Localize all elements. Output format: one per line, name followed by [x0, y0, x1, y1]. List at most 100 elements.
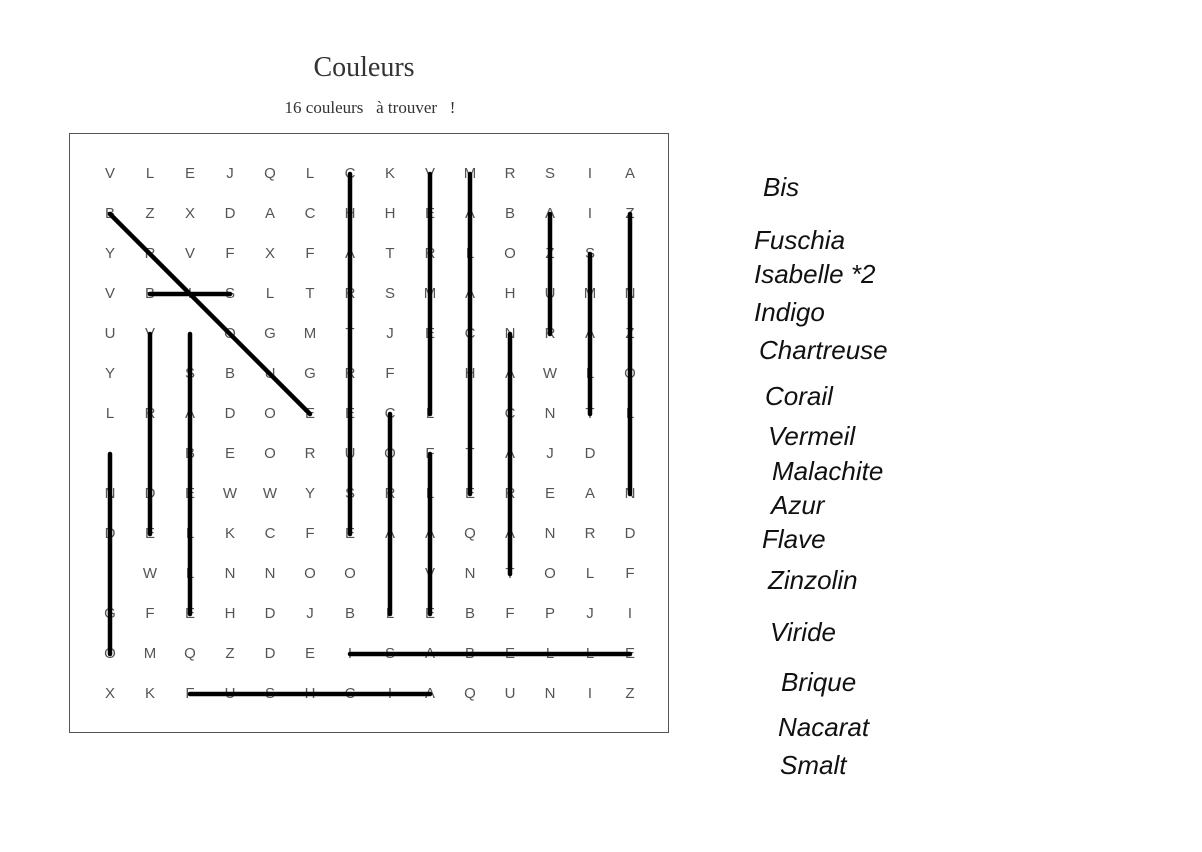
grid-cell[interactable]: R: [344, 285, 356, 302]
grid-cell[interactable]: V: [104, 165, 115, 182]
grid-cell[interactable]: S: [584, 245, 595, 262]
grid-cell[interactable]: K: [224, 525, 235, 542]
grid-cell[interactable]: R: [344, 365, 356, 382]
grid-cell[interactable]: [90, 434, 130, 474]
grid-cell[interactable]: E: [424, 205, 435, 222]
grid-cell[interactable]: T: [305, 285, 315, 302]
grid-cell[interactable]: D: [224, 205, 236, 222]
grid-cell[interactable]: X: [264, 245, 275, 262]
grid-cell[interactable]: J: [586, 605, 594, 622]
grid-cell[interactable]: Z: [625, 205, 635, 222]
grid-cell[interactable]: A: [264, 205, 275, 222]
grid-cell[interactable]: O: [544, 565, 556, 582]
grid-cell[interactable]: Z: [625, 325, 635, 342]
grid-cell[interactable]: N: [544, 685, 556, 702]
grid-cell[interactable]: L: [585, 645, 595, 662]
grid-cell[interactable]: E: [224, 445, 235, 462]
grid-cell[interactable]: I: [387, 565, 393, 582]
grid-cell[interactable]: F: [305, 245, 315, 262]
grid-cell[interactable]: Y: [104, 365, 115, 382]
grid-cell[interactable]: S: [384, 285, 395, 302]
grid-cell[interactable]: A: [464, 285, 475, 302]
grid-cell[interactable]: O: [264, 445, 276, 462]
grid-cell[interactable]: E: [424, 325, 435, 342]
grid-cell[interactable]: T: [345, 325, 355, 342]
grid-cell[interactable]: D: [144, 485, 156, 502]
grid-cell[interactable]: M: [583, 285, 597, 302]
grid-cell[interactable]: H: [384, 205, 396, 222]
grid-cell[interactable]: Q: [464, 525, 476, 542]
grid-cell[interactable]: P: [544, 605, 555, 622]
grid-cell[interactable]: V: [424, 165, 435, 182]
grid-cell[interactable]: X: [184, 205, 195, 222]
grid-cell[interactable]: A: [344, 245, 355, 262]
grid-cell[interactable]: F: [225, 245, 235, 262]
grid-cell[interactable]: L: [585, 365, 595, 382]
grid-cell[interactable]: L: [105, 405, 115, 422]
grid-cell[interactable]: B: [464, 605, 475, 622]
grid-cell[interactable]: R: [384, 485, 396, 502]
word-search-board[interactable]: V L E J Q L C K V M R S I A B Z X D A C H H E A B A I Z Y R V F X F A T R L O Z…: [69, 133, 669, 733]
grid-cell[interactable]: G: [104, 605, 116, 622]
grid-cell[interactable]: D: [224, 405, 236, 422]
grid-cell[interactable]: B: [224, 365, 235, 382]
grid-cell[interactable]: [130, 354, 170, 394]
grid-cell[interactable]: R: [144, 245, 156, 262]
grid-cell[interactable]: E: [424, 605, 435, 622]
grid-cell[interactable]: L: [545, 645, 555, 662]
grid-cell[interactable]: O: [344, 565, 356, 582]
grid-cell[interactable]: I: [627, 605, 633, 622]
grid-cell[interactable]: H: [344, 205, 356, 222]
grid-cell[interactable]: S: [184, 365, 195, 382]
grid-cell[interactable]: V: [104, 285, 115, 302]
grid-cell[interactable]: V: [184, 245, 195, 262]
grid-cell[interactable]: C: [344, 685, 356, 702]
grid-cell[interactable]: E: [624, 645, 635, 662]
grid-cell[interactable]: K: [384, 165, 395, 182]
grid-cell[interactable]: Z: [545, 245, 555, 262]
grid-cell[interactable]: A: [424, 685, 435, 702]
grid-cell[interactable]: Z: [225, 645, 235, 662]
grid-cell[interactable]: L: [625, 405, 635, 422]
grid-cell[interactable]: Q: [264, 165, 276, 182]
grid-cell[interactable]: M: [423, 285, 437, 302]
grid-cell[interactable]: A: [504, 445, 515, 462]
grid-cell[interactable]: L: [145, 165, 155, 182]
grid-cell[interactable]: I: [387, 685, 393, 702]
grid-cell[interactable]: U: [504, 685, 516, 702]
grid-cell[interactable]: Y: [304, 485, 315, 502]
grid-cell[interactable]: N: [544, 525, 556, 542]
grid-cell[interactable]: U: [264, 365, 276, 382]
grid-cell[interactable]: L: [425, 485, 435, 502]
grid-cell[interactable]: M: [143, 645, 157, 662]
grid-cell[interactable]: O: [304, 565, 316, 582]
grid-cell[interactable]: W: [222, 485, 238, 502]
grid-cell[interactable]: C: [384, 405, 396, 422]
grid-cell[interactable]: D: [264, 605, 276, 622]
grid-cell[interactable]: V: [144, 325, 155, 342]
grid-cell[interactable]: A: [584, 485, 595, 502]
grid-cell[interactable]: N: [224, 565, 236, 582]
grid-cell[interactable]: A: [464, 205, 475, 222]
grid-cell[interactable]: E: [144, 525, 155, 542]
grid-cell[interactable]: V: [424, 565, 435, 582]
grid-cell[interactable]: R: [504, 165, 516, 182]
grid-cell[interactable]: E: [184, 605, 195, 622]
grid-cell[interactable]: W: [262, 485, 278, 502]
grid-cell[interactable]: O: [624, 365, 636, 382]
grid-cell[interactable]: B: [184, 445, 195, 462]
grid-cell[interactable]: E: [184, 165, 195, 182]
grid-cell[interactable]: C: [344, 165, 356, 182]
grid-cell[interactable]: O: [224, 325, 236, 342]
grid-cell[interactable]: O: [264, 405, 276, 422]
grid-cell[interactable]: A: [624, 165, 635, 182]
grid-cell[interactable]: T: [505, 565, 515, 582]
grid-cell[interactable]: C: [304, 205, 316, 222]
grid-cell[interactable]: R: [544, 325, 556, 342]
grid-cell[interactable]: H: [504, 285, 516, 302]
grid-cell[interactable]: E: [504, 645, 515, 662]
grid-cell[interactable]: L: [305, 165, 315, 182]
grid-cell[interactable]: I: [347, 645, 353, 662]
grid-cell[interactable]: N: [624, 285, 636, 302]
letter-grid[interactable]: V L E J Q L C K V M R S I A B Z X D A C H H E A B A I Z Y R V F X F A T R L O Z…: [70, 134, 668, 732]
